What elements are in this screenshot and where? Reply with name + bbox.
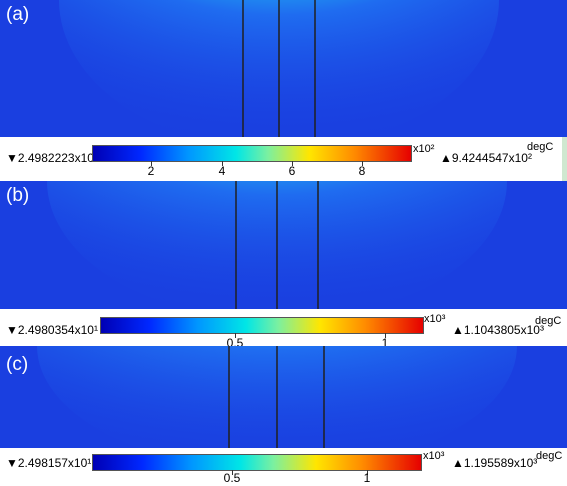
panel-label: (c) — [6, 354, 29, 375]
legend-min-value: ▼2.498157x10¹ — [6, 456, 92, 470]
scale-multiplier: x10³ — [424, 313, 446, 325]
colorbar-c: ▼2.498157x10¹ 0.5 1 x10³ ▲1.195589x10³ d… — [0, 448, 567, 486]
colorbar-a: ▼2.4982223x10¹ 2 4 6 8 x10² ▲9.4244547x1… — [0, 137, 567, 181]
panel-a: (a) — [0, 0, 567, 137]
color-scale — [92, 454, 422, 471]
tick — [235, 333, 236, 338]
tick — [362, 161, 363, 166]
panel-c: (c) — [0, 346, 567, 448]
tick — [151, 161, 152, 166]
panel-label: (a) — [6, 4, 30, 25]
tick-label: 2 — [147, 164, 155, 178]
scale-multiplier: x10² — [413, 143, 435, 155]
tick — [222, 161, 223, 166]
tick — [292, 161, 293, 166]
tick-label: 0.5 — [223, 471, 241, 485]
legend-min-value: ▼2.4980354x10¹ — [6, 323, 98, 337]
tick-label: 6 — [288, 164, 296, 178]
color-scale — [92, 145, 412, 162]
unit-label: degC — [536, 450, 563, 462]
tick — [232, 470, 233, 475]
legend-min-value: ▼2.4982223x10¹ — [6, 151, 98, 165]
legend-max-value: ▲1.195589x10³ — [452, 456, 538, 470]
panel-b: (b) — [0, 181, 567, 309]
tick-label: 4 — [218, 164, 226, 178]
legend-max-value: ▲1.1043805x10³ — [452, 323, 544, 337]
tick-label: 8 — [358, 164, 366, 178]
tick-label: 1 — [381, 336, 389, 350]
temperature-field-a — [0, 0, 567, 137]
temperature-field-c — [0, 346, 567, 448]
unit-label: degC — [527, 141, 554, 153]
edge-strip — [562, 137, 567, 181]
legend-max-value: ▲9.4244547x10² — [440, 151, 532, 165]
tick — [367, 470, 368, 475]
temperature-field-b — [0, 181, 567, 309]
scale-multiplier: x10³ — [423, 450, 445, 462]
unit-label: degC — [535, 315, 562, 327]
tick — [385, 333, 386, 338]
panel-label: (b) — [6, 185, 30, 206]
tick-label: 1 — [363, 471, 371, 485]
color-scale — [100, 317, 424, 334]
